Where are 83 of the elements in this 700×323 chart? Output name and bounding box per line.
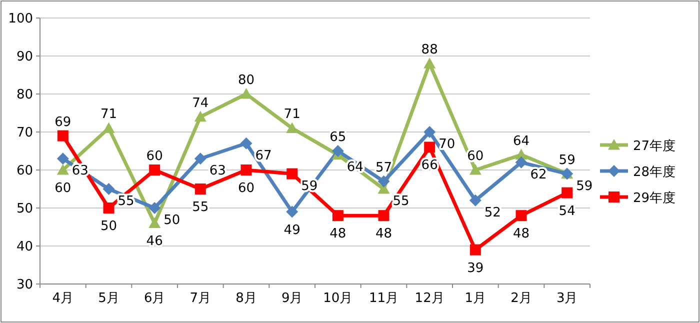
y-tick-label: 90 [16,50,33,64]
point [194,184,206,194]
data-label: 48 [375,226,392,242]
point [103,202,114,214]
y-tick-label: 30 [16,278,33,292]
data-label: 71 [284,107,300,122]
y-tick-label: 40 [16,240,33,254]
y-tick-label: 100 [8,12,33,26]
x-tick-label: 4月 [52,291,74,306]
point [194,110,206,122]
data-label: 60 [54,181,72,196]
point [424,126,436,138]
data-label: 52 [484,205,501,220]
data-label: 64 [346,160,364,175]
data-label: 67 [255,148,272,164]
point [332,145,344,157]
point [102,183,115,195]
point [515,156,528,168]
data-label: 62 [530,167,547,182]
data-label: 88 [421,42,438,58]
data-label: 60 [238,181,255,196]
point [194,152,206,165]
data-label: 49 [284,222,300,238]
legend-label: 28年度 [633,164,676,180]
data-label: 80 [238,73,255,88]
x-tick-label: 6月 [144,291,166,306]
point [286,206,298,218]
point [56,164,69,175]
x-tick-label: 5月 [98,291,120,306]
data-label: 55 [192,200,209,215]
data-label: 46 [146,234,163,250]
data-label: 39 [467,260,484,276]
y-tick-label: 70 [16,126,33,140]
x-tick-label: 9月 [281,291,303,306]
data-label: 48 [512,226,530,242]
data-label: 50 [164,213,180,228]
point [149,164,160,176]
point [562,187,573,198]
data-label: 50 [100,219,118,234]
legend-label: 27年度 [633,138,676,154]
point [470,244,481,256]
y-tick-label: 60 [16,164,33,178]
point [378,175,390,188]
point [56,152,69,165]
data-label: 63 [209,164,226,179]
data-label: 59 [576,178,593,194]
point [424,142,436,153]
legend-label: 29年度 [633,190,676,206]
x-tick-label: 10月 [323,291,353,306]
point [469,194,482,206]
x-tick-label: 12月 [414,291,444,306]
point [240,164,252,176]
data-label: 60 [146,149,163,164]
data-label: 55 [392,194,410,209]
data-label: 48 [330,226,346,242]
data-label: 74 [192,96,209,111]
point [469,164,482,175]
point [57,130,68,142]
data-label: 71 [100,107,118,122]
x-tick-label: 1月 [464,291,486,306]
point [286,168,298,180]
x-tick-label: 11月 [368,291,399,306]
x-tick-label: 8月 [236,291,257,306]
point [148,217,161,228]
data-label: 70 [438,137,456,152]
data-label: 69 [54,114,72,130]
point [286,122,298,133]
point [148,202,161,214]
point [378,210,390,222]
data-label: 65 [330,130,346,145]
x-tick-label: 7月 [190,291,212,306]
y-tick-label: 50 [16,202,33,216]
point [424,58,436,68]
y-tick-label: 80 [16,88,33,102]
data-label: 66 [421,158,438,174]
x-tick-label: 3月 [556,291,578,306]
point [332,210,344,222]
data-label: 54 [558,204,576,219]
point [516,210,527,222]
x-tick-label: 2月 [510,291,532,306]
data-label: 59 [558,152,576,168]
data-label: 64 [512,134,530,149]
point [240,137,252,150]
